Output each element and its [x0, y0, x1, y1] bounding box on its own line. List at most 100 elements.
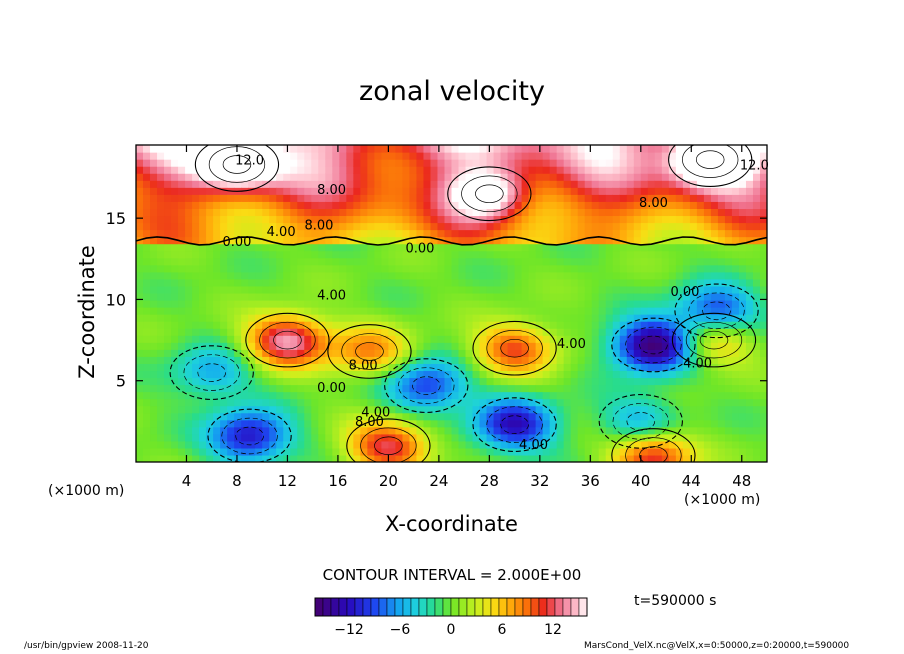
field-cell: [136, 271, 144, 280]
field-cell: [171, 391, 179, 400]
field-cell: [549, 250, 558, 259]
field-cell: [360, 342, 368, 350]
field-cell: [150, 159, 158, 167]
field-cell: [493, 349, 502, 357]
field-cell: [444, 447, 453, 456]
field-cell: [542, 384, 551, 393]
field-cell: [759, 328, 767, 336]
field-cell: [304, 166, 312, 174]
contour-line: [671, 312, 757, 368]
field-cell: [283, 384, 291, 393]
field-cell: [528, 370, 537, 379]
field-cell: [213, 405, 221, 414]
field-cell: [248, 398, 256, 407]
field-cell: [157, 356, 165, 364]
field-cell: [185, 257, 193, 266]
field-cell: [612, 377, 621, 386]
field-cell: [563, 398, 572, 407]
field-cell: [682, 243, 691, 252]
field-cell: [633, 236, 642, 245]
field-cell: [514, 405, 523, 414]
field-cell: [374, 236, 382, 245]
field-cell: [346, 419, 354, 428]
contour-line: [472, 320, 557, 376]
field-cell: [227, 377, 235, 386]
field-cell: [500, 328, 509, 336]
field-cell: [486, 307, 495, 315]
field-cell: [311, 173, 319, 181]
field-cell: [304, 328, 312, 336]
field-cell: [220, 271, 228, 280]
field-cell: [206, 433, 214, 442]
field-cell: [465, 342, 474, 350]
field-cell: [738, 243, 747, 252]
field-cell: [486, 419, 495, 428]
field-cell: [402, 349, 411, 357]
field-cell: [360, 285, 368, 294]
field-cell: [640, 264, 649, 273]
field-cell: [479, 419, 488, 428]
field-cell: [619, 292, 628, 301]
field-cell: [402, 285, 411, 294]
field-cell: [738, 159, 747, 167]
field-cell: [297, 419, 305, 428]
field-cell: [423, 419, 432, 428]
field-cell: [192, 356, 200, 364]
field-cell: [339, 292, 347, 301]
field-cell: [682, 307, 691, 315]
field-cell: [444, 384, 453, 393]
field-cell: [605, 299, 614, 308]
field-cell: [528, 145, 537, 153]
field-cell: [465, 321, 474, 329]
field-cell: [717, 377, 726, 386]
field-cell: [416, 426, 425, 435]
field-cell: [353, 356, 361, 364]
field-cell: [528, 321, 537, 329]
field-cell: [451, 384, 460, 393]
field-cell: [675, 194, 684, 202]
field-cell: [598, 412, 607, 421]
field-cell: [591, 215, 600, 224]
field-cell: [521, 145, 530, 153]
field-cell: [227, 307, 235, 315]
field-cell: [598, 335, 607, 343]
field-cell: [724, 377, 733, 386]
field-cell: [388, 454, 397, 462]
field-cell: [584, 208, 593, 217]
field-cell: [332, 398, 340, 407]
field-cell: [164, 349, 172, 357]
field-cell: [752, 447, 761, 456]
field-cell: [668, 384, 677, 393]
field-cell: [234, 159, 242, 167]
field-cell: [416, 173, 425, 181]
field-cell: [570, 292, 579, 301]
field-cell: [150, 222, 158, 231]
field-cell: [241, 433, 249, 442]
field-cell: [360, 384, 368, 393]
field-cell: [430, 264, 439, 273]
field-cell: [185, 264, 193, 273]
field-cell: [696, 356, 705, 364]
field-cell: [241, 335, 249, 343]
field-cell: [346, 292, 354, 301]
field-cell: [745, 292, 754, 301]
field-cell: [276, 299, 284, 308]
field-cell: [451, 454, 460, 462]
field-cell: [584, 314, 593, 322]
field-cell: [143, 356, 151, 364]
field-cell: [262, 391, 270, 400]
field-cell: [297, 152, 305, 160]
field-cell: [717, 342, 726, 350]
field-cell: [682, 173, 691, 181]
field-cell: [248, 454, 256, 462]
field-cell: [339, 426, 347, 435]
field-cell: [696, 187, 705, 195]
field-cell: [136, 447, 144, 456]
field-cell: [381, 405, 389, 414]
field-cell: [675, 433, 684, 442]
field-cell: [136, 187, 144, 195]
field-cell: [682, 433, 691, 442]
field-cell: [234, 292, 242, 301]
field-cell: [143, 236, 151, 245]
field-cell: [675, 250, 684, 259]
